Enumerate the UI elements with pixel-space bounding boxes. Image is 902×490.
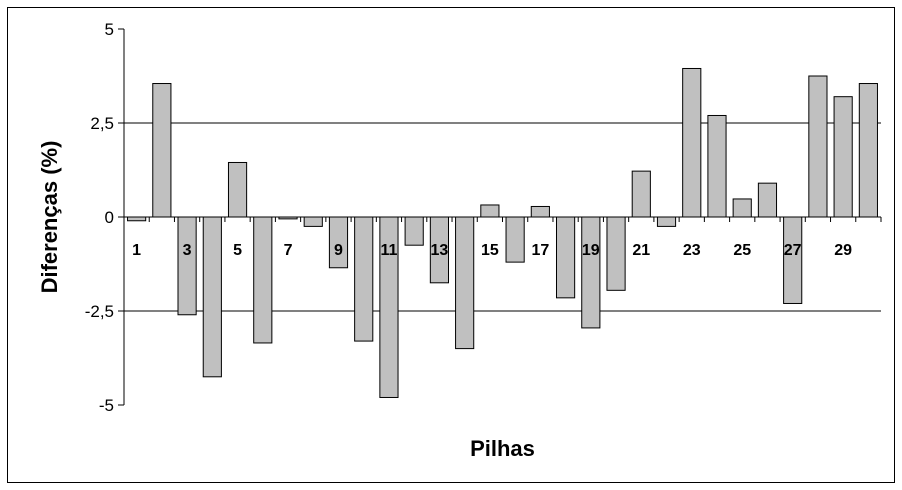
bar-22 [656, 216, 677, 227]
y-tick-label: 0 [105, 208, 114, 227]
bar-18 [555, 216, 576, 299]
bar-4 [202, 216, 222, 378]
chart-frame: 5 2,5 0 -2,5 -5 1 3 5 7 9 11 13 15 17 19 21 23 25 27 29 Pi… [7, 7, 895, 483]
bar-29 [833, 96, 853, 218]
x-tick-label: 17 [531, 242, 549, 259]
axes [118, 28, 882, 406]
bars [127, 67, 878, 398]
bar-1 [127, 216, 147, 222]
x-tick-labels: 1 3 5 7 9 11 13 15 17 19 21 23 25 27 29 [132, 242, 852, 259]
x-tick-label: 7 [284, 242, 293, 259]
x-tick-label: 15 [481, 242, 499, 259]
y-tick-label: 5 [105, 20, 114, 39]
y-tick-label: 2,5 [90, 114, 114, 133]
y-tick-label: -5 [99, 396, 114, 415]
bar-27 [783, 216, 803, 304]
gridlines [124, 122, 881, 312]
bar-16 [505, 216, 525, 263]
x-tick-label: 19 [582, 242, 600, 259]
x-tick-label: 21 [632, 242, 650, 259]
bar-24 [707, 114, 727, 218]
bar-17 [530, 205, 550, 218]
bar-19 [581, 216, 601, 329]
bar-chart: 52,50-2,5-5 1 3 5 7 9 11 13 15 17 19 21 23 25 27 29 Pi… [37, 20, 882, 461]
x-tick-label: 11 [380, 242, 397, 259]
bar-2 [152, 83, 172, 218]
bar-23 [682, 67, 702, 218]
bar-14 [455, 216, 475, 350]
y-axis-title: Diferenças (%) [37, 141, 62, 294]
bar-8 [303, 216, 323, 227]
bar-15 [480, 204, 500, 218]
bar-28 [808, 75, 828, 218]
x-tick-label: 9 [334, 242, 343, 259]
x-tick-label: 3 [183, 242, 192, 259]
x-tick-label: 23 [683, 242, 701, 259]
bar-3 [177, 216, 197, 316]
x-tick-label: 1 [132, 242, 141, 259]
x-tick-label: 27 [784, 242, 802, 259]
bar-25 [732, 198, 752, 218]
x-axis-title: Pilhas [470, 436, 535, 461]
bar-10 [354, 216, 374, 342]
bar-5 [227, 161, 248, 218]
x-tick-label: 25 [733, 242, 751, 259]
bar-30 [858, 83, 878, 218]
bar-21 [631, 170, 651, 218]
bar-26 [757, 182, 778, 218]
bar-6 [253, 216, 273, 344]
bar-20 [606, 216, 626, 291]
bar-12 [404, 216, 424, 246]
x-tick-label: 13 [431, 242, 449, 259]
x-tick-label: 29 [834, 242, 852, 259]
y-tick-label: -2,5 [85, 302, 114, 321]
y-tick-labels: 5 2,5 0 -2,5 -5 [85, 20, 114, 415]
x-tick-label: 5 [233, 242, 242, 259]
